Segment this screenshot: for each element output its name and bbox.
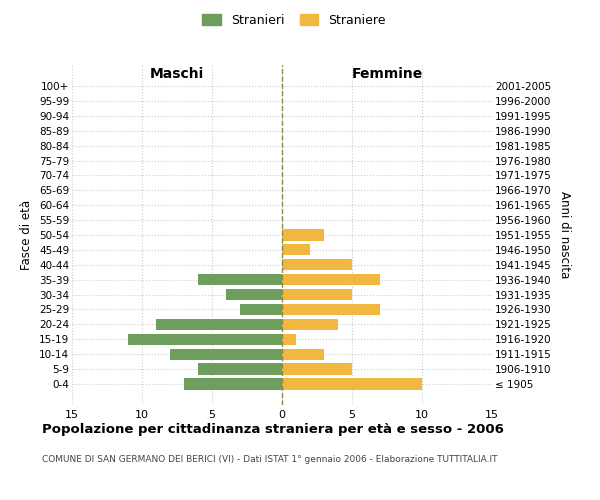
Text: COMUNE DI SAN GERMANO DEI BERICI (VI) - Dati ISTAT 1° gennaio 2006 - Elaborazion: COMUNE DI SAN GERMANO DEI BERICI (VI) - …	[42, 455, 497, 464]
Bar	[170, 348, 282, 360]
Text: Popolazione per cittadinanza straniera per età e sesso - 2006: Popolazione per cittadinanza straniera p…	[42, 422, 504, 436]
Bar	[282, 304, 380, 315]
Bar	[282, 230, 324, 240]
Bar	[156, 319, 282, 330]
Bar	[128, 334, 282, 345]
Bar	[198, 364, 282, 374]
Legend: Stranieri, Straniere: Stranieri, Straniere	[197, 8, 391, 32]
Bar	[282, 274, 380, 285]
Y-axis label: Anni di nascita: Anni di nascita	[559, 192, 571, 278]
Bar	[282, 259, 352, 270]
Bar	[282, 334, 296, 345]
Y-axis label: Fasce di età: Fasce di età	[20, 200, 34, 270]
Bar	[184, 378, 282, 390]
Bar	[282, 348, 324, 360]
Bar	[282, 319, 338, 330]
Bar	[282, 364, 352, 374]
Bar	[198, 274, 282, 285]
Bar	[282, 289, 352, 300]
Bar	[282, 378, 422, 390]
Text: Femmine: Femmine	[352, 67, 422, 81]
Bar	[240, 304, 282, 315]
Bar	[226, 289, 282, 300]
Text: Maschi: Maschi	[150, 67, 204, 81]
Bar	[282, 244, 310, 256]
